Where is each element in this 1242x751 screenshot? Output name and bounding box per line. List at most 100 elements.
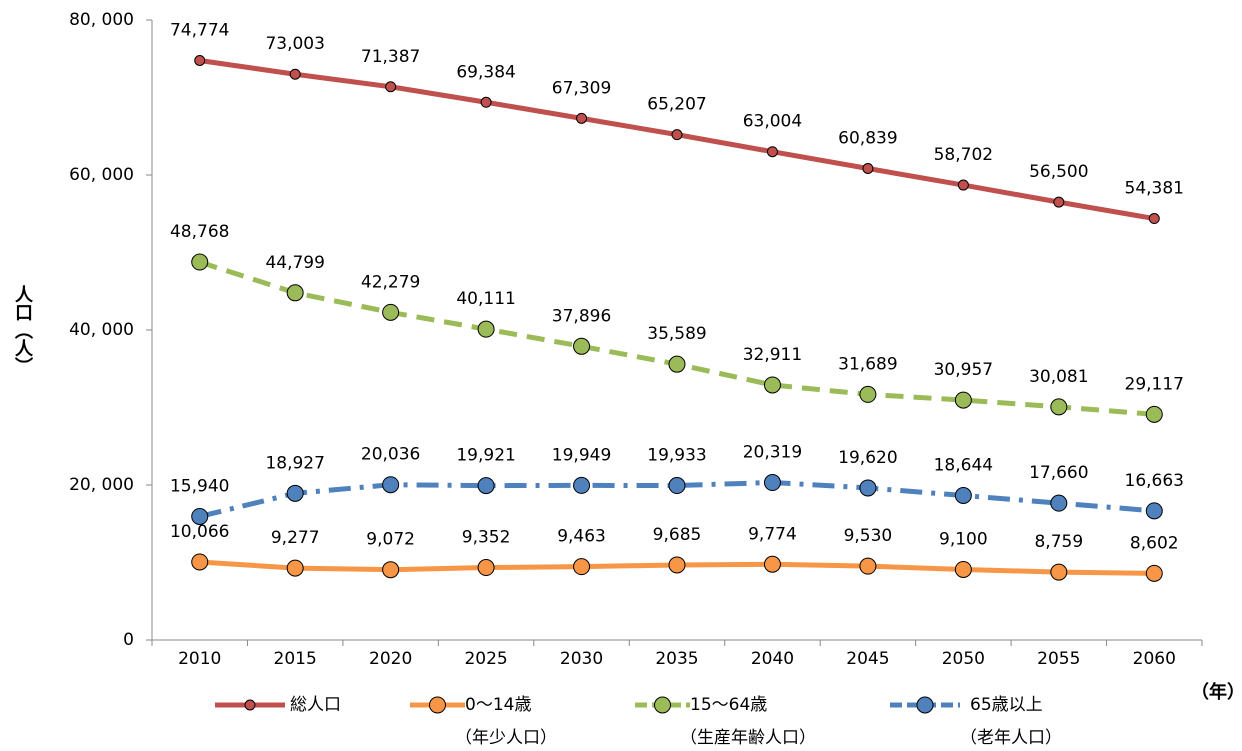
marker <box>286 559 304 577</box>
value-label: 40,111 <box>456 289 515 309</box>
marker <box>763 555 781 573</box>
value-label: 16,663 <box>1125 471 1184 491</box>
y-tick-label: 60, 000 <box>69 165 134 185</box>
marker <box>191 553 209 571</box>
value-label: 10,066 <box>170 522 229 542</box>
value-label: 9,100 <box>939 529 988 549</box>
value-label: 17,660 <box>1029 463 1088 483</box>
value-label: 54,381 <box>1125 179 1184 199</box>
marker <box>859 557 877 575</box>
value-label: 9,277 <box>271 528 320 548</box>
marker <box>668 556 686 574</box>
value-label: 15,940 <box>170 476 229 496</box>
value-label: 19,933 <box>647 446 706 466</box>
value-label: 65,207 <box>647 95 706 115</box>
marker <box>573 337 591 355</box>
value-label: 18,927 <box>265 453 324 473</box>
value-label: 9,530 <box>844 526 893 546</box>
value-label: 20,319 <box>743 443 802 463</box>
value-label: 9,352 <box>462 528 511 548</box>
y-tick-label: 20, 000 <box>69 475 134 495</box>
legend-marker <box>429 696 446 714</box>
marker <box>573 476 591 494</box>
marker <box>671 129 683 141</box>
value-label: 19,949 <box>552 445 611 465</box>
value-label: 37,896 <box>552 306 611 326</box>
legend-label: 15～64歳 <box>690 695 767 715</box>
value-label: 32,911 <box>743 345 802 365</box>
marker <box>477 477 495 495</box>
value-label: 71,387 <box>361 47 420 67</box>
y-tick-label: 80, 000 <box>69 10 134 30</box>
marker <box>1148 213 1160 225</box>
marker <box>763 376 781 394</box>
value-label: 19,620 <box>838 448 897 468</box>
value-label: 8,602 <box>1130 533 1179 553</box>
legend-marker <box>654 696 671 714</box>
marker <box>954 560 972 578</box>
marker <box>385 81 397 93</box>
x-tick-label: 2050 <box>942 649 985 669</box>
marker <box>1053 196 1065 208</box>
marker <box>480 96 492 108</box>
value-label: 30,081 <box>1029 367 1088 387</box>
marker <box>957 179 969 191</box>
value-label: 74,774 <box>170 21 229 41</box>
marker <box>1145 502 1163 520</box>
marker <box>382 561 400 579</box>
y-tick-label: 0 <box>123 630 134 650</box>
marker <box>289 68 301 80</box>
value-label: 9,072 <box>366 530 415 550</box>
x-tick-label: 2035 <box>655 649 698 669</box>
value-label: 58,702 <box>934 145 993 165</box>
marker <box>191 507 209 525</box>
value-label: 42,279 <box>361 272 420 292</box>
x-tick-label: 2060 <box>1133 649 1176 669</box>
series-line <box>199 480 1155 519</box>
legend-marker <box>916 696 934 714</box>
value-label: 9,463 <box>557 527 606 547</box>
x-tick-label: 2030 <box>560 649 603 669</box>
value-label: 31,689 <box>838 354 897 374</box>
value-label: 29,117 <box>1125 374 1184 394</box>
marker <box>576 112 588 124</box>
value-label: 73,003 <box>265 34 324 54</box>
x-tick-label: 2040 <box>751 649 794 669</box>
marker <box>668 477 686 495</box>
marker <box>859 385 877 403</box>
marker <box>286 284 304 302</box>
marker <box>763 474 781 492</box>
y-tick-label: 40, 000 <box>69 320 134 340</box>
value-label: 20,036 <box>361 445 420 465</box>
legend-note: （年少人口） <box>455 728 557 748</box>
marker <box>1145 564 1163 582</box>
value-label: 19,921 <box>456 446 515 466</box>
marker <box>1145 405 1163 423</box>
value-label: 67,309 <box>552 78 611 98</box>
legend-note: （老年人口） <box>960 728 1062 748</box>
value-label: 48,768 <box>170 222 229 242</box>
legend-label: 0～14歳 <box>465 695 531 715</box>
marker <box>859 479 877 497</box>
marker <box>191 253 209 271</box>
x-axis-label: （年） <box>1191 681 1242 703</box>
x-tick-label: 2045 <box>846 649 889 669</box>
marker <box>954 391 972 409</box>
x-tick-label: 2025 <box>464 649 507 669</box>
marker <box>1050 494 1068 512</box>
marker <box>194 55 206 67</box>
marker <box>668 355 686 373</box>
y-axis-label: 人口（人） <box>12 285 33 375</box>
marker <box>477 559 495 577</box>
value-label: 9,774 <box>748 524 797 544</box>
legend-marker <box>244 699 256 711</box>
value-label: 56,500 <box>1029 162 1088 182</box>
value-label: 63,004 <box>743 112 802 132</box>
marker <box>286 484 304 502</box>
value-label: 69,384 <box>456 62 515 82</box>
marker <box>573 558 591 576</box>
marker <box>382 303 400 321</box>
legend-label: 総人口 <box>290 695 341 715</box>
